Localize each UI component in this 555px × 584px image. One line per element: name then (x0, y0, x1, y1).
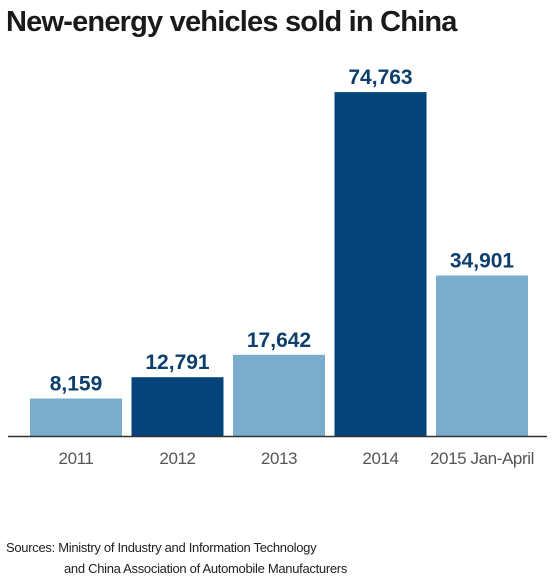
value-label-2014: 74,763 (348, 66, 412, 89)
bar-2015-jan-april (436, 275, 528, 436)
bar-2014 (334, 92, 427, 436)
x-tick-label-2011: 2011 (59, 449, 94, 468)
x-tick-label-2015-jan-april: 2015 Jan-April (430, 449, 534, 468)
x-tick-label-2014: 2014 (362, 449, 398, 468)
x-tick-labels-group: 2011 2012 2013 2014 2015 Jan-April (59, 449, 535, 468)
x-tick-label-2013: 2013 (261, 449, 297, 468)
sources-line-1: Sources: Ministry of Industry and Inform… (6, 540, 317, 555)
bar-2012 (131, 377, 224, 436)
bar-2013 (233, 354, 325, 436)
value-label-2012: 12,791 (145, 351, 210, 374)
value-label-2015-jan-april: 34,901 (450, 250, 515, 273)
x-tick-label-2012: 2012 (159, 449, 195, 468)
chart-title: New-energy vehicles sold in China (6, 6, 457, 38)
value-label-2013: 17,642 (247, 329, 311, 352)
bar-2011 (30, 398, 122, 436)
sources-line-2: and China Association of Automobile Manu… (64, 561, 348, 576)
bars-group (30, 92, 528, 436)
value-labels-group: 8,159 12,791 17,642 74,763 34,901 (50, 66, 515, 395)
sources-note: Sources: Ministry of Industry and Inform… (6, 537, 347, 579)
value-label-2011: 8,159 (50, 373, 103, 396)
